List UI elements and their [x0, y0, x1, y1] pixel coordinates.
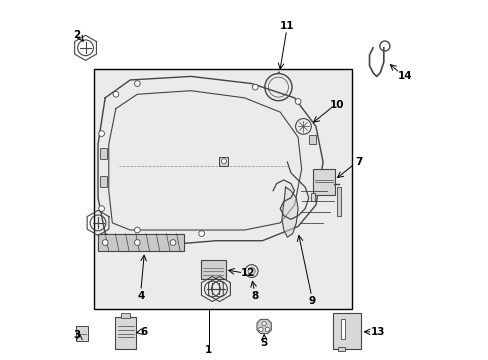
Circle shape	[134, 227, 140, 233]
Circle shape	[99, 131, 104, 136]
Text: 8: 8	[251, 291, 258, 301]
Text: 2: 2	[73, 30, 80, 40]
Circle shape	[258, 327, 263, 332]
Text: 3: 3	[73, 330, 80, 341]
Polygon shape	[282, 187, 298, 237]
Circle shape	[134, 240, 140, 246]
Circle shape	[264, 327, 269, 332]
FancyBboxPatch shape	[313, 168, 334, 195]
Circle shape	[262, 321, 266, 326]
Bar	[310, 193, 314, 202]
FancyBboxPatch shape	[201, 260, 225, 279]
Text: 14: 14	[397, 71, 412, 81]
Text: 9: 9	[308, 296, 315, 306]
Circle shape	[252, 84, 258, 90]
Bar	[340, 319, 345, 339]
Text: 13: 13	[370, 327, 385, 337]
Text: 4: 4	[137, 291, 144, 301]
Bar	[100, 148, 107, 158]
Circle shape	[134, 81, 140, 86]
Bar	[121, 313, 130, 318]
Polygon shape	[98, 234, 183, 251]
FancyBboxPatch shape	[115, 317, 136, 348]
FancyBboxPatch shape	[76, 326, 88, 342]
Polygon shape	[257, 319, 271, 334]
Text: 10: 10	[329, 100, 344, 110]
Text: 11: 11	[280, 21, 294, 31]
Circle shape	[295, 99, 300, 104]
Bar	[337, 187, 340, 216]
Bar	[94, 69, 351, 309]
Bar	[337, 347, 345, 351]
Text: 5: 5	[260, 338, 267, 347]
Circle shape	[102, 240, 108, 246]
Text: 1: 1	[205, 345, 212, 355]
Circle shape	[99, 206, 104, 211]
Bar	[100, 176, 107, 187]
Circle shape	[113, 91, 119, 97]
Circle shape	[170, 240, 176, 246]
FancyBboxPatch shape	[332, 313, 361, 348]
Text: 12: 12	[240, 268, 255, 278]
Text: 6: 6	[141, 327, 148, 337]
Text: 7: 7	[354, 157, 362, 167]
Bar	[308, 135, 315, 144]
Bar	[219, 157, 228, 166]
Circle shape	[198, 231, 204, 237]
Circle shape	[221, 159, 226, 164]
